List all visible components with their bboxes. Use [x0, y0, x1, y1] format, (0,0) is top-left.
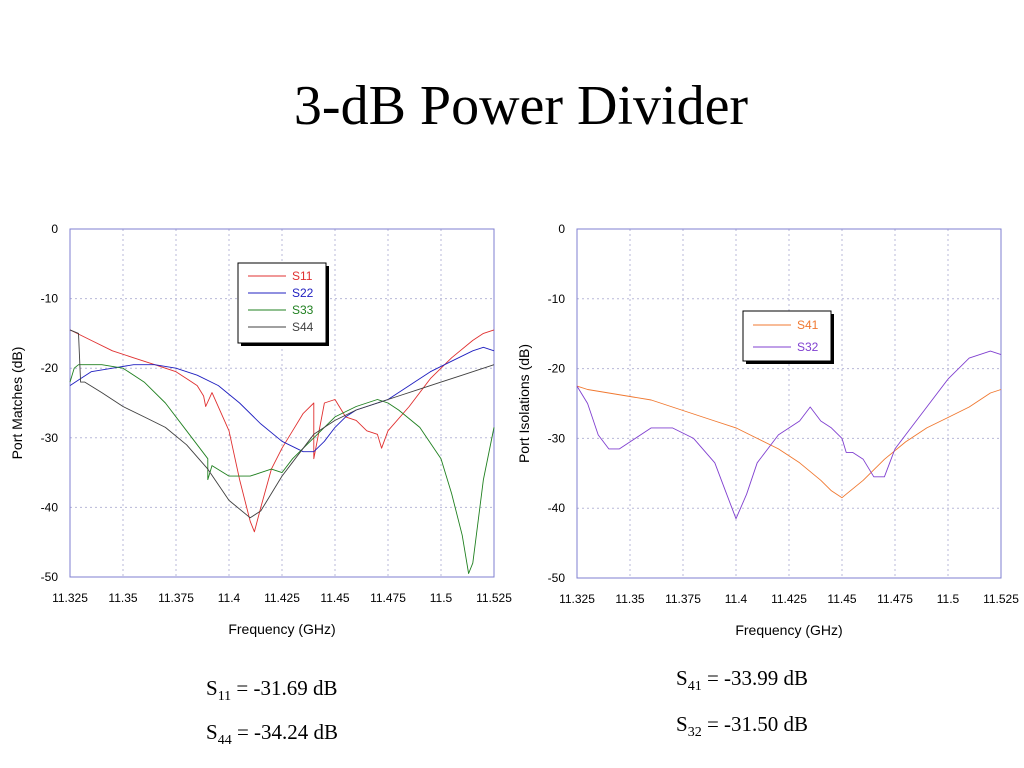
x-tick-label: 11.45	[320, 591, 349, 605]
x-tick-label: 11.425	[771, 592, 807, 606]
legend-label-s33: S33	[292, 303, 314, 317]
plot-frame	[69, 228, 495, 578]
legend-box	[742, 310, 832, 362]
series-line-s41	[576, 385, 1002, 499]
x-axis-label: Frequency (GHz)	[735, 622, 842, 638]
x-tick-label: 11.375	[158, 591, 194, 605]
y-axis-label: Port Isolations (dB)	[516, 344, 532, 463]
legend-label-s44: S44	[292, 320, 314, 334]
x-tick-label: 11.4	[725, 592, 748, 606]
x-tick-label: 11.35	[108, 591, 137, 605]
y-tick-label: -10	[548, 292, 566, 306]
x-tick-label: 11.375	[665, 592, 701, 606]
s44-measurement: S44 = -34.24 dB	[206, 720, 339, 749]
x-tick-label: 11.5	[430, 591, 453, 605]
y-tick-label: -50	[41, 570, 59, 584]
plot-frame	[576, 228, 1002, 579]
y-tick-label: -20	[41, 361, 59, 375]
series-line-s22	[69, 346, 495, 453]
port-matches-chart: 11.325 11.35 11.375 11.4 11.425 11.45 11.475 11…	[9, 222, 512, 637]
y-tick-label: -40	[548, 501, 566, 515]
x-tick-label: 11.5	[937, 592, 960, 606]
s32-measurement: S32 = -31.50 dB	[676, 712, 809, 741]
x-tick-label: 11.475	[370, 591, 406, 605]
series-line-s33	[69, 364, 495, 574]
y-tick-label: -10	[41, 292, 59, 306]
series-line-s11	[69, 329, 495, 533]
y-tick-label: -50	[548, 571, 566, 585]
x-tick-label: 11.45	[827, 592, 856, 606]
s41-measurement: S41 = -33.99 dB	[676, 666, 809, 695]
legend-label-s11: S11	[292, 269, 313, 283]
x-tick-label: 11.525	[476, 591, 512, 605]
legend-label-s32: S32	[797, 340, 819, 354]
legend: S11 S22 S33 S44	[237, 262, 329, 346]
y-tick-label: -30	[41, 431, 59, 445]
y-tick-label: 0	[558, 222, 565, 236]
x-tick-label: 11.475	[877, 592, 913, 606]
x-tick-label: 11.4	[218, 591, 241, 605]
x-tick-label: 11.425	[264, 591, 300, 605]
port-isolations-chart: 11.325 11.35 11.375 11.4 11.425 11.45 11.475 11…	[516, 222, 1019, 638]
s11-measurement: S11 = -31.69 dB	[206, 676, 338, 705]
x-tick-label: 11.325	[559, 592, 595, 606]
slide-title: 3-dB Power Divider	[293, 75, 749, 137]
y-tick-label: -20	[548, 362, 566, 376]
x-axis-label: Frequency (GHz)	[228, 621, 335, 637]
legend-label-s22: S22	[292, 286, 314, 300]
x-tick-label: 11.525	[983, 592, 1019, 606]
x-tick-label: 11.35	[615, 592, 644, 606]
series-line-s32	[576, 350, 1002, 520]
legend-label-s41: S41	[797, 318, 819, 332]
y-tick-label: -30	[548, 431, 566, 445]
x-tick-label: 11.325	[52, 591, 88, 605]
series-line-s44	[69, 329, 495, 519]
y-tick-label: 0	[51, 222, 58, 236]
y-axis-label: Port Matches (dB)	[9, 347, 25, 460]
legend: S41 S32	[742, 310, 834, 364]
y-tick-label: -40	[41, 500, 59, 514]
